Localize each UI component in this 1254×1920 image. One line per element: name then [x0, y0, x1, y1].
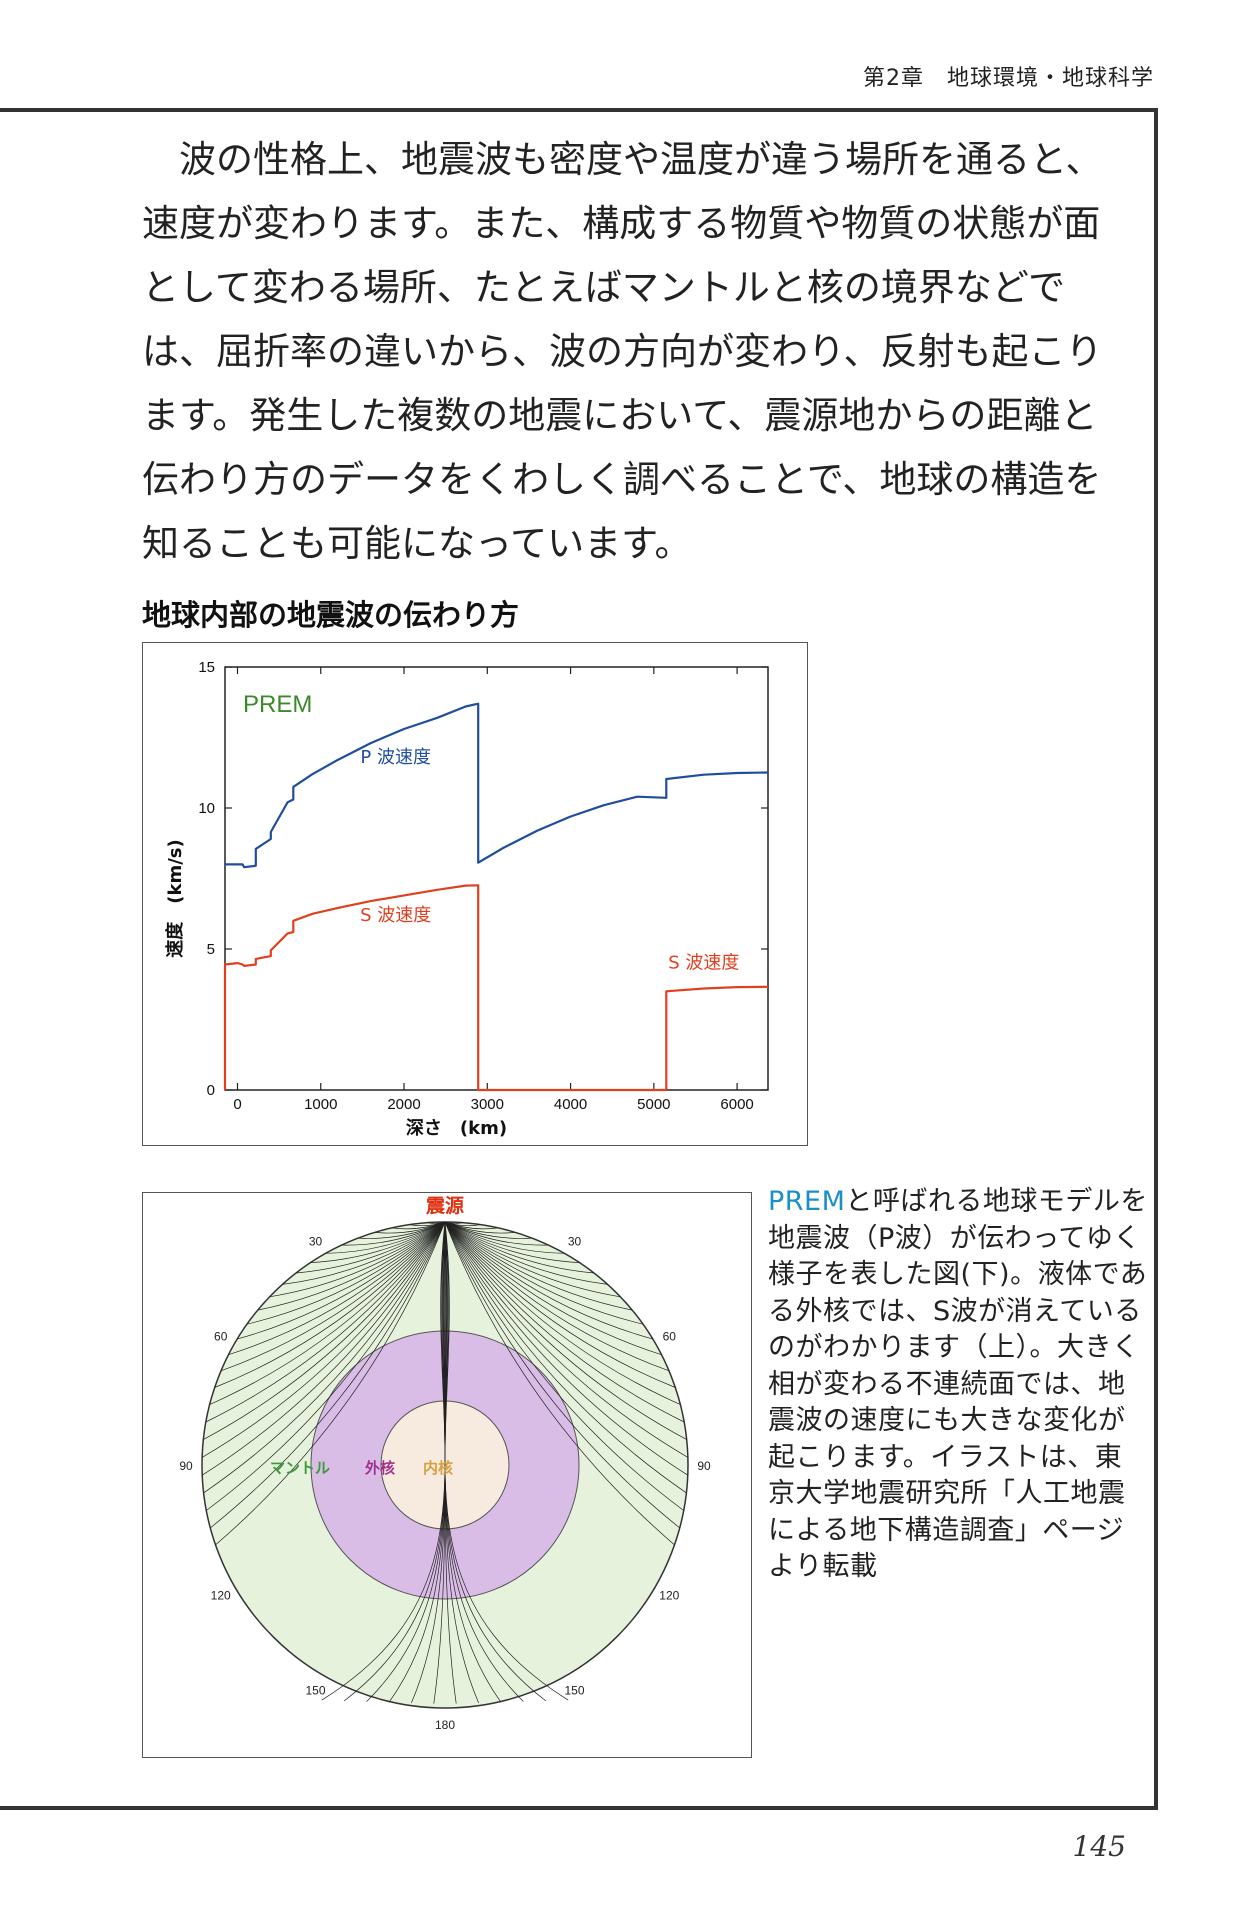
x-tick-label: 3000 — [471, 1096, 504, 1113]
ray-path — [310, 1221, 446, 1263]
ray-path — [209, 1221, 446, 1405]
ray-path — [214, 1221, 446, 1388]
ray-path — [357, 1221, 446, 1239]
velocity-chart-svg: 0 1000 2000 3000 4000 5000 6000 0 5 10 15 深さ (km) 速度… — [164, 659, 769, 1139]
angle-label: 150 — [564, 1683, 584, 1697]
ray-path — [205, 1221, 446, 1423]
mantle-label: マントル — [270, 1459, 330, 1477]
ray-path — [444, 1221, 621, 1298]
angle-label: 30 — [568, 1235, 582, 1249]
x-tick-label: 5000 — [637, 1096, 670, 1113]
x-tick-label: 1000 — [304, 1096, 337, 1113]
ray-path — [444, 1221, 608, 1285]
ray-path — [201, 1221, 446, 1458]
ray-path — [237, 1221, 446, 1340]
angle-label: 150 — [305, 1683, 325, 1697]
wave-diagram-svg: 震源 30 30 60 60 90 90 120 120 150 150 180 マントル 外核 内核 — [179, 1194, 711, 1732]
s-wave-line — [223, 884, 769, 1092]
y-axis-label: 速度 (km/s) — [164, 839, 186, 957]
ray-path — [210, 1221, 446, 1529]
running-header: 第2章 地球環境・地球科学 — [863, 66, 1154, 91]
inner-core-label: 内核 — [423, 1459, 453, 1477]
ray-path — [444, 1221, 549, 1246]
ray-path — [444, 1221, 685, 1423]
chart-title: PREM — [243, 691, 312, 718]
p-wave-line — [225, 702, 769, 869]
body-paragraph: 波の性格上、地震波も密度や温度が違う場所を通ると、速度が変わります。また、構成す… — [142, 138, 1103, 565]
source-label: 震源 — [426, 1194, 464, 1217]
ray-path — [220, 1221, 446, 1372]
ray-path — [202, 1221, 446, 1476]
x-tick-label: 6000 — [720, 1096, 753, 1113]
ray-path — [444, 1221, 533, 1239]
series-annotation-1: P 波速度 — [360, 747, 431, 768]
series-annotation-2: S 波速度 — [360, 905, 431, 926]
ray-path — [206, 1221, 446, 1511]
figure-caption: PREMと呼ばれる地球モデルを地震波（P波）が伝わってゆく様子を表した図(下)。… — [768, 1184, 1148, 1586]
x-tick-label: 4000 — [554, 1096, 587, 1113]
ray-path — [444, 1221, 681, 1405]
ray-path — [444, 1221, 594, 1274]
ray-path — [444, 1221, 670, 1372]
ray-path — [444, 1221, 662, 1356]
section-title: 地球内部の地震波の伝わり方 — [142, 598, 520, 632]
ray-path — [257, 1221, 446, 1311]
ray-path — [444, 1221, 689, 1458]
ray-path — [444, 1221, 565, 1254]
ray-path — [444, 1221, 675, 1546]
ray-path — [341, 1221, 446, 1246]
angle-label: 90 — [697, 1459, 711, 1473]
diagram-group: 震源 30 30 60 60 90 90 120 120 150 150 180 マントル 外核 内核 — [179, 1194, 711, 1732]
ray-path — [444, 1221, 580, 1263]
y-tick-label: 5 — [207, 941, 215, 958]
ray-path — [203, 1221, 446, 1440]
ray-path — [444, 1221, 687, 1494]
wave-propagation-diagram: 震源 30 30 60 60 90 90 120 120 150 150 180 マントル 外核 内核 — [142, 1192, 752, 1758]
ray-path — [444, 1221, 644, 1325]
y-tick-label: 15 — [198, 659, 215, 676]
x-axis-label: 深さ (km) — [406, 1117, 507, 1139]
ray-path — [444, 1221, 653, 1340]
x-tick-label: 0 — [233, 1096, 241, 1113]
caption-keyword: PREM — [768, 1186, 846, 1217]
angle-label: 60 — [214, 1330, 228, 1344]
page-number: 145 — [1072, 1830, 1126, 1863]
ray-path — [444, 1221, 676, 1388]
ray-path — [444, 1221, 688, 1476]
angle-label: 30 — [309, 1235, 323, 1249]
ray-path — [444, 1221, 633, 1311]
y-tick-label: 10 — [198, 800, 215, 817]
frame-rule-top — [0, 108, 1158, 112]
frame-rule-right — [1154, 108, 1158, 1808]
outer-core-label: 外核 — [364, 1459, 395, 1477]
angle-label: 120 — [659, 1589, 679, 1603]
ray-path — [203, 1221, 446, 1494]
ray-path — [444, 1221, 684, 1511]
series-annotation-3: S 波速度 — [668, 953, 739, 974]
ray-path — [282, 1221, 446, 1285]
ray-path — [228, 1221, 446, 1356]
ray-path — [269, 1221, 446, 1298]
ray-path — [444, 1221, 687, 1440]
x-tick-label: 2000 — [387, 1096, 420, 1113]
caption-text: と呼ばれる地球モデルを地震波（P波）が伝わってゆく様子を表した図(下)。液体であ… — [768, 1186, 1148, 1582]
angle-label: 180 — [435, 1718, 455, 1732]
ray-path — [325, 1221, 446, 1254]
ray-path — [215, 1221, 446, 1546]
ray-path — [296, 1221, 446, 1274]
ray-path — [246, 1221, 446, 1325]
y-tick-label: 0 — [207, 1082, 215, 1099]
frame-rule-bottom — [0, 1806, 1158, 1810]
angle-label: 60 — [663, 1330, 677, 1344]
velocity-chart: 0 1000 2000 3000 4000 5000 6000 0 5 10 15 深さ (km) 速度… — [142, 642, 808, 1146]
angle-label: 90 — [179, 1459, 193, 1473]
ray-path — [444, 1221, 680, 1529]
core-ray-path — [444, 1221, 569, 1701]
plot-area — [224, 666, 769, 1091]
angle-label: 120 — [211, 1589, 231, 1603]
